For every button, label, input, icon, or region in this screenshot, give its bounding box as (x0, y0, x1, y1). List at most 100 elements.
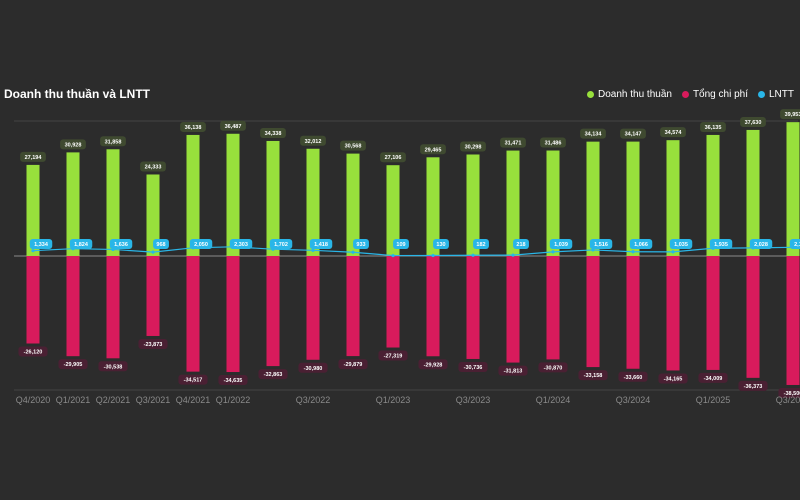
revenue-label: 36,135 (705, 125, 722, 131)
expense-label: -38,500 (784, 391, 800, 397)
revenue-bar (266, 140, 280, 256)
legend-label-profit: LNTT (769, 89, 794, 100)
revenue-bar (106, 149, 120, 256)
expense-bar (506, 256, 520, 363)
profit-label: 968 (156, 242, 165, 248)
expense-label: -34,009 (704, 376, 723, 382)
legend-item-expense[interactable]: Tổng chi phí (681, 89, 748, 100)
x-tick-label: Q3/2025 (776, 395, 800, 405)
expense-label-bg (618, 371, 648, 382)
expense-bar (626, 256, 640, 369)
expense-bar (146, 256, 160, 336)
revenue-label: 32,012 (305, 139, 322, 145)
expense-label-bg (378, 350, 408, 361)
profit-label: 1,824 (74, 242, 89, 248)
revenue-label-bg (260, 127, 286, 138)
profit-label: 1,516 (594, 242, 608, 248)
profit-line (32, 246, 794, 257)
revenue-label-bg (500, 137, 526, 148)
profit-label-bg (353, 239, 369, 249)
x-tick-label: Q3/2024 (616, 395, 651, 405)
profit-label-bg (789, 239, 800, 249)
legend-item-profit[interactable]: LNTT (758, 89, 794, 100)
legend-dot-revenue (587, 91, 594, 98)
revenue-label: 34,338 (265, 131, 282, 137)
x-tick-label: Q3/2022 (296, 395, 331, 405)
profit-point (351, 250, 355, 254)
revenue-label-bg (620, 128, 646, 139)
profit-label-bg (473, 239, 489, 249)
revenue-label: 34,134 (585, 132, 603, 138)
revenue-label: 27,194 (25, 155, 43, 161)
profit-label-bg (629, 239, 653, 249)
revenue-bar (26, 164, 40, 256)
profit-point (631, 250, 635, 254)
profit-label: 1,418 (314, 242, 328, 248)
expense-bar (426, 256, 440, 357)
expense-label-bg (138, 338, 168, 349)
revenue-label: 30,568 (345, 144, 362, 150)
profit-label: 218 (516, 242, 525, 248)
expense-label-bg (578, 370, 608, 381)
profit-label: 1,066 (634, 242, 648, 248)
revenue-bar (666, 140, 680, 256)
expense-label-bg (738, 380, 768, 391)
expense-label-bg (698, 372, 728, 383)
legend-item-revenue[interactable]: Doanh thu thuần (587, 89, 672, 100)
expense-label: -29,905 (64, 362, 83, 368)
expense-label: -27,319 (384, 354, 403, 360)
profit-label-bg (269, 239, 293, 249)
revenue-label-bg (580, 128, 606, 139)
revenue-label: 31,471 (505, 141, 522, 147)
expense-bar (666, 256, 680, 371)
expense-bar (186, 256, 200, 372)
revenue-label-bg (300, 135, 326, 146)
revenue-bar (186, 134, 200, 256)
revenue-label-bg (420, 144, 446, 155)
revenue-label: 30,298 (465, 145, 482, 151)
revenue-bar (226, 133, 240, 256)
expense-label-bg (458, 361, 488, 372)
profit-label-bg (229, 239, 253, 249)
expense-bar (106, 256, 120, 359)
chart-title: Doanh thu thuần và LNTT (4, 87, 150, 101)
profit-label-bg (513, 239, 529, 249)
revenue-label-bg (340, 140, 366, 151)
profit-label-bg (709, 239, 733, 249)
profit-label: 1,702 (274, 242, 288, 248)
profit-label: 933 (356, 242, 365, 248)
expense-bar (786, 256, 800, 385)
revenue-label: 30,928 (65, 142, 82, 148)
revenue-bar (546, 150, 560, 256)
expense-label: -29,928 (424, 362, 443, 368)
expense-label-bg (658, 373, 688, 384)
x-tick-label: Q3/2023 (456, 395, 491, 405)
expense-bar (706, 256, 720, 370)
profit-point (551, 250, 555, 254)
expense-label-bg (298, 362, 328, 373)
revenue-label-bg (660, 127, 686, 138)
revenue-label: 36,487 (225, 124, 242, 130)
legend-label-revenue: Doanh thu thuần (598, 89, 672, 100)
profit-label-bg (549, 239, 573, 249)
profit-label-bg (669, 239, 693, 249)
revenue-label-bg (540, 137, 566, 148)
revenue-bar (626, 141, 640, 256)
expense-label-bg (258, 369, 288, 380)
profit-point (31, 249, 35, 253)
profit-label: 1,636 (114, 242, 128, 248)
revenue-label-bg (700, 121, 726, 132)
expense-bar (66, 256, 80, 357)
expense-label: -26,120 (24, 350, 43, 356)
profit-label: 130 (436, 242, 445, 248)
expense-label: -34,165 (664, 376, 683, 382)
revenue-label-bg (220, 120, 246, 131)
expense-label: -33,660 (624, 375, 643, 381)
x-tick-label: Q2/2021 (96, 395, 131, 405)
expense-label-bg (418, 359, 448, 370)
revenue-bar (506, 150, 520, 256)
revenue-bar (746, 129, 760, 256)
expense-bar (266, 256, 280, 367)
